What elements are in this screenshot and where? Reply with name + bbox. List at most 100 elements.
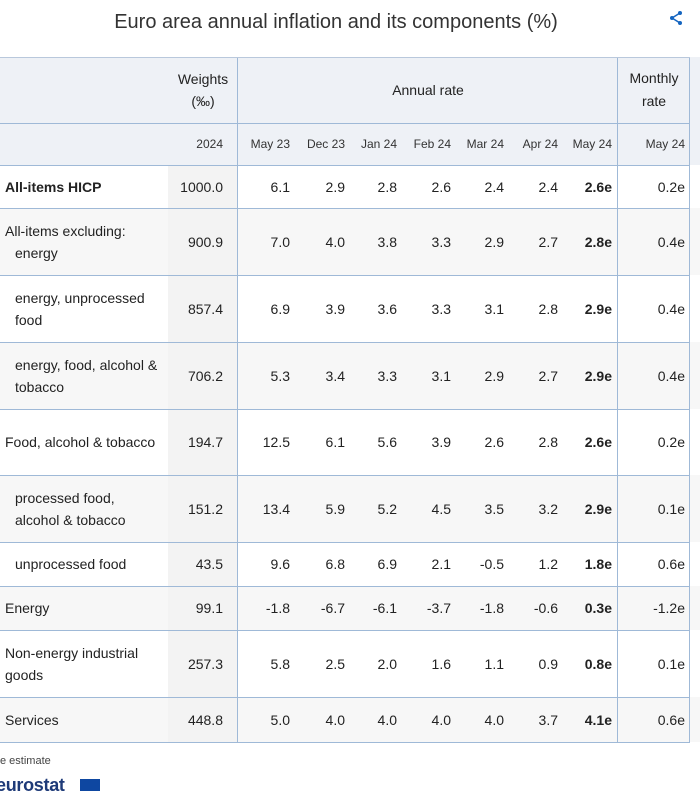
annual-rate-value: -0.5 [479, 556, 504, 572]
header-row-periods: 2024 May 23 Dec 23 Jan 24 Feb 24 Mar 24 Apr 24… [0, 123, 700, 165]
annual-rate-value: 2.9e [584, 500, 612, 517]
row-divider [0, 742, 690, 743]
monthly-rate-value: 0.4e [657, 367, 685, 384]
annual-rate-value: 3.2 [538, 500, 558, 517]
row-divider [0, 630, 690, 631]
annual-rate-value: 13.4 [262, 500, 290, 517]
monthly-rate-value: 0.4e [657, 300, 685, 317]
table-row: All-items HICP 1000.0 6.1 2.9 2.8 2.6 2.4 2.4 2.… [0, 165, 700, 208]
weights-column-bg [168, 630, 238, 697]
row-label: unprocessed food [15, 556, 127, 572]
row-label: All-items HICP [5, 178, 102, 195]
annual-rate-value: 4.0 [325, 233, 345, 250]
annual-rate-value: 2.9 [484, 233, 504, 250]
weights-column-bg [168, 697, 238, 742]
row-label: All-items excluding: energy [5, 208, 160, 275]
weights-column-bg [168, 586, 238, 630]
annual-rate-value: 2.8e [584, 233, 612, 250]
annual-rate-value: 4.0 [484, 711, 504, 728]
table-row: unprocessed food 43.5 9.6 6.8 6.9 2.1 -0.5 1.2 1… [0, 542, 700, 586]
monthly-period-header: May 24 [645, 137, 685, 151]
weight-value: 194.7 [187, 434, 223, 450]
annual-rate-value: 6.1 [270, 178, 290, 195]
row-label-line: All-items excluding: [5, 222, 126, 239]
eurostat-logo: eurostat [0, 775, 65, 791]
annual-rate-value: 4.0 [431, 711, 451, 728]
monthly-header-label: Monthly [629, 70, 679, 86]
row-divider [0, 57, 690, 58]
row-label: Food, alcohol & tobacco [5, 434, 156, 450]
annual-rate-value: 0.8e [584, 655, 612, 672]
row-divider [0, 123, 690, 124]
annual-rate-header: Annual rate [392, 82, 464, 98]
share-icon[interactable] [668, 10, 684, 26]
period-header: May 23 [250, 137, 290, 151]
annual-rate-value: 4.5 [431, 500, 451, 517]
annual-rate-value: 1.1 [484, 655, 504, 672]
annual-rate-value: 2.7 [538, 233, 558, 250]
monthly-rate-value: 0.1e [657, 655, 685, 672]
annual-rate-value: 2.6 [484, 434, 504, 450]
monthly-rate-header: Monthly rate [618, 57, 690, 123]
column-divider [617, 57, 618, 742]
chart-title: Euro area annual inflation and its compo… [114, 11, 558, 33]
monthly-rate-value: -1.2e [653, 600, 685, 616]
annual-rate-value: 3.1 [431, 367, 451, 384]
annual-rate-value: 2.8 [538, 434, 558, 450]
weight-value: 151.2 [187, 500, 223, 517]
monthly-rate-value: 0.4e [657, 233, 685, 250]
annual-rate-value: 1.8e [584, 556, 612, 572]
annual-rate-value: 4.0 [325, 711, 345, 728]
annual-rate-value: 2.6 [431, 178, 451, 195]
annual-rate-value: -3.7 [426, 600, 451, 616]
annual-rate-value: 2.9 [484, 367, 504, 384]
row-divider [0, 542, 690, 543]
annual-rate-value: 2.9e [584, 367, 612, 384]
table-row: energy, food, alcohol & tobacco 706.2 5.3 3… [0, 342, 700, 409]
weight-value: 706.2 [187, 367, 223, 384]
annual-rate-value: 0.9 [538, 655, 558, 672]
period-header: Apr 24 [522, 137, 558, 151]
annual-rate-value: -6.7 [320, 600, 345, 616]
annual-rate-value: 0.3e [584, 600, 612, 616]
period-header: May 24 [572, 137, 612, 151]
annual-rate-value: 5.9 [325, 500, 345, 517]
annual-rate-value: 3.7 [538, 711, 558, 728]
weights-column-bg [168, 165, 238, 208]
row-divider [0, 275, 690, 276]
annual-rate-value: 6.9 [377, 556, 397, 572]
annual-rate-value: 3.4 [325, 367, 345, 384]
annual-rate-value: 3.6 [377, 300, 397, 317]
annual-rate-value: -6.1 [372, 600, 397, 616]
weights-column-bg [168, 475, 238, 542]
monthly-rate-value: 0.1e [657, 500, 685, 517]
annual-rate-value: 4.0 [377, 711, 397, 728]
row-label: Energy [5, 600, 50, 616]
table-row: All-items excluding: energy 900.9 7.0 4.0 3.8… [0, 208, 700, 275]
annual-rate-value: 5.2 [377, 500, 397, 517]
eu-flag-icon [80, 779, 100, 791]
column-divider [237, 57, 238, 742]
row-label-line: energy [15, 244, 58, 261]
annual-rate-value: 3.3 [431, 300, 451, 317]
annual-rate-value: 3.3 [431, 233, 451, 250]
annual-rate-value: 2.4 [484, 178, 504, 195]
monthly-rate-value: 0.2e [657, 434, 685, 450]
header-corner [0, 57, 168, 123]
weights-year: 2024 [196, 137, 223, 151]
annual-rate-value: 2.6e [584, 178, 612, 195]
weight-value: 448.8 [187, 711, 223, 728]
table-row: processed food, alcohol & tobacco 151.2 13… [0, 475, 700, 542]
annual-rate-value: 12.5 [262, 434, 290, 450]
annual-rate-value: 1.2 [538, 556, 558, 572]
weight-value: 857.4 [187, 300, 223, 317]
annual-rate-value: 5.6 [377, 434, 397, 450]
annual-rate-value: 7.0 [270, 233, 290, 250]
annual-rate-value: 6.8 [325, 556, 345, 572]
row-label: Non-energy industrial goods [5, 644, 139, 683]
monthly-header-label-2: rate [641, 93, 667, 109]
annual-rate-value: 2.4 [538, 178, 558, 195]
monthly-rate-value: 0.6e [657, 711, 685, 728]
annual-rate-value: 2.9 [325, 178, 345, 195]
period-header: Jan 24 [360, 137, 397, 151]
